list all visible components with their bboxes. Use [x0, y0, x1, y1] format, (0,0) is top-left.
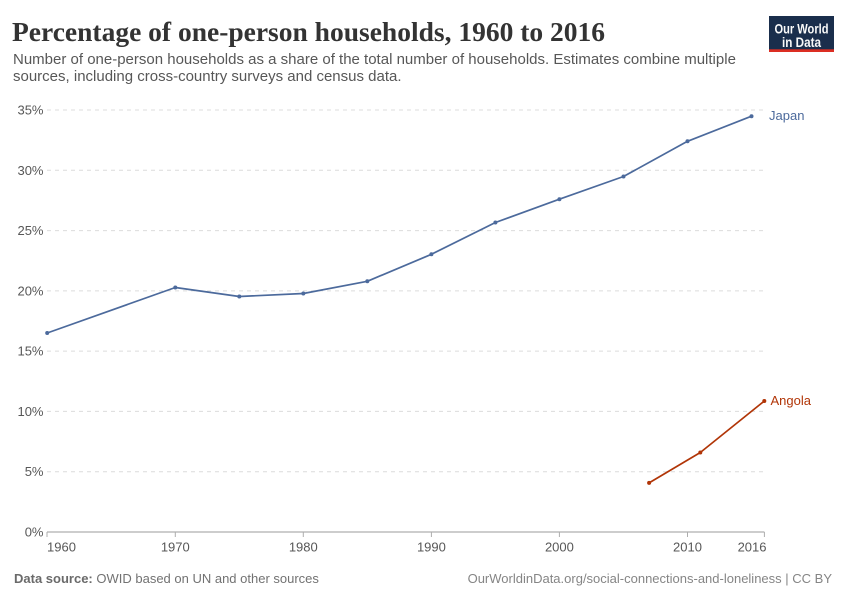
svg-text:Angola: Angola [771, 393, 812, 408]
svg-text:1980: 1980 [289, 540, 318, 555]
svg-text:0%: 0% [25, 525, 44, 540]
svg-text:20%: 20% [17, 283, 43, 298]
svg-text:1970: 1970 [161, 540, 190, 555]
svg-text:in Data: in Data [782, 34, 821, 50]
svg-text:30%: 30% [17, 163, 43, 178]
svg-text:1990: 1990 [417, 540, 446, 555]
svg-text:25%: 25% [17, 223, 43, 238]
svg-text:2010: 2010 [673, 540, 702, 555]
svg-text:Our World: Our World [775, 20, 829, 36]
svg-text:2016: 2016 [738, 540, 767, 555]
svg-text:10%: 10% [17, 404, 43, 419]
svg-text:15%: 15% [17, 344, 43, 359]
svg-text:5%: 5% [25, 464, 44, 479]
svg-text:Japan: Japan [769, 108, 804, 123]
svg-text:2000: 2000 [545, 540, 574, 555]
svg-text:35%: 35% [17, 103, 43, 118]
svg-text:1960: 1960 [47, 540, 76, 555]
